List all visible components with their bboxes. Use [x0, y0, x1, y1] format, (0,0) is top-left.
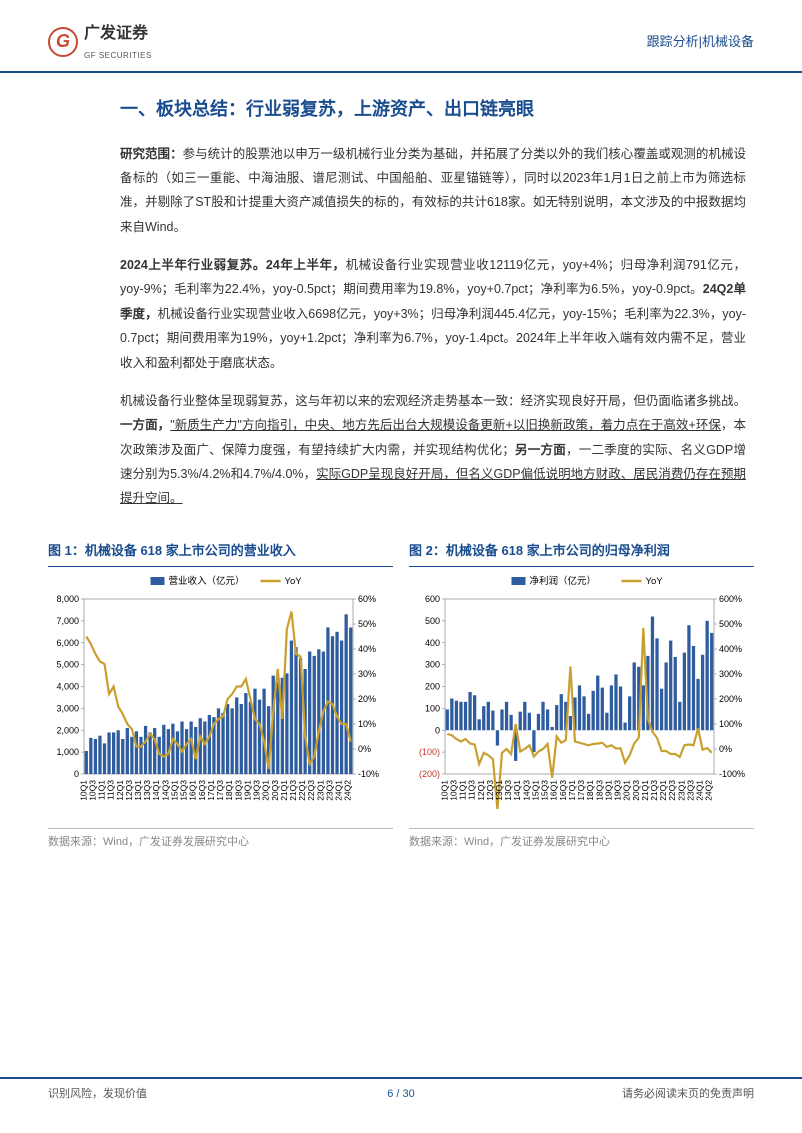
svg-text:-10%: -10% [358, 769, 379, 779]
logo-en: GF SECURITIES [84, 49, 152, 63]
svg-text:3,000: 3,000 [56, 704, 79, 714]
svg-text:600%: 600% [719, 594, 742, 604]
chart-1-canvas: 营业收入（亿元） YoY 0 1,000 2,000 3,000 4,000 5,000 6,0… [48, 571, 393, 826]
svg-text:300%: 300% [719, 669, 742, 679]
para-macro-side1-u: "新质生产力"方向指引，中央、地方先后出台大规模设备更新+以旧换新政策，着力点在… [170, 418, 721, 432]
svg-text:-100%: -100% [719, 769, 745, 779]
chart-2: 图 2：机械设备 618 家上市公司的归母净利润 净利润（亿元） YoY (200)… [409, 539, 754, 853]
svg-text:YoY: YoY [646, 576, 664, 587]
content-body: 一、板块总结：行业弱复苏，上游资产、出口链亮眼 研究范围：参与统计的股票池以申万… [0, 73, 802, 535]
footer-right: 请务必阅读末页的免责声明 [622, 1085, 754, 1105]
svg-text:10%: 10% [358, 719, 376, 729]
svg-text:24Q2: 24Q2 [704, 780, 714, 801]
logo-icon: G [48, 27, 78, 57]
para-2024-label: 2024上半年行业弱复苏。24年上半年， [120, 258, 346, 272]
svg-text:600: 600 [425, 594, 440, 604]
svg-text:0: 0 [74, 769, 79, 779]
svg-text:30%: 30% [358, 669, 376, 679]
svg-text:40%: 40% [358, 644, 376, 654]
svg-text:7,000: 7,000 [56, 616, 79, 626]
svg-text:20%: 20% [358, 694, 376, 704]
svg-text:8,000: 8,000 [56, 594, 79, 604]
svg-text:60%: 60% [358, 594, 376, 604]
page-footer: 识别风险，发现价值 6 / 30 请务必阅读末页的免责声明 [0, 1077, 802, 1105]
svg-text:5,000: 5,000 [56, 660, 79, 670]
charts-row: 图 1：机械设备 618 家上市公司的营业收入 营业收入（亿元） YoY 0 1,00… [0, 535, 802, 853]
logo: G 广发证券 GF SECURITIES [48, 20, 152, 63]
footer-page: 6 / 30 [387, 1085, 415, 1105]
para-2024-body-b: 机械设备行业实现营业收入6698亿元，yoy+3%；归母净利润445.4亿元，y… [120, 307, 746, 370]
svg-text:YoY: YoY [285, 576, 303, 587]
svg-text:100%: 100% [719, 719, 742, 729]
chart-2-canvas: 净利润（亿元） YoY (200) (100) 0 100 200 300 400 500 600 -… [409, 571, 754, 826]
svg-text:400: 400 [425, 638, 440, 648]
svg-text:100: 100 [425, 704, 440, 714]
chart-1-title: 图 1：机械设备 618 家上市公司的营业收入 [48, 539, 393, 567]
svg-text:0: 0 [435, 725, 440, 735]
svg-text:200%: 200% [719, 694, 742, 704]
para-macro-a: 机械设备行业整体呈现弱复苏，这与年初以来的宏观经济走势基本一致：经济实现良好开局… [120, 394, 746, 408]
svg-text:24Q2: 24Q2 [343, 780, 353, 801]
para-macro-side1-label: 一方面， [120, 418, 170, 432]
para-macro-side2-label: 另一方面 [515, 443, 566, 457]
section-title: 一、板块总结：行业弱复苏，上游资产、出口链亮眼 [120, 93, 746, 125]
svg-text:(100): (100) [419, 747, 440, 757]
logo-cn: 广发证券 [84, 20, 152, 49]
chart-1-source: 数据来源：Wind，广发证券发展研究中心 [48, 828, 393, 853]
para-scope: 研究范围：参与统计的股票池以申万一级机械行业分类为基础，并拓展了分类以外的我们核… [120, 142, 746, 240]
svg-text:400%: 400% [719, 644, 742, 654]
svg-text:500%: 500% [719, 619, 742, 629]
para-scope-label: 研究范围： [120, 147, 183, 161]
footer-left: 识别风险，发现价值 [48, 1085, 147, 1105]
para-macro: 机械设备行业整体呈现弱复苏，这与年初以来的宏观经济走势基本一致：经济实现良好开局… [120, 389, 746, 511]
chart-2-title: 图 2：机械设备 618 家上市公司的归母净利润 [409, 539, 754, 567]
chart-1: 图 1：机械设备 618 家上市公司的营业收入 营业收入（亿元） YoY 0 1,00… [48, 539, 393, 853]
svg-text:6,000: 6,000 [56, 638, 79, 648]
svg-text:(200): (200) [419, 769, 440, 779]
svg-text:净利润（亿元）: 净利润（亿元） [530, 575, 597, 587]
para-scope-body: 参与统计的股票池以申万一级机械行业分类为基础，并拓展了分类以外的我们核心覆盖或观… [120, 147, 746, 234]
para-h1-2024: 2024上半年行业弱复苏。24年上半年，机械设备行业实现营业收12119亿元，y… [120, 253, 746, 375]
svg-text:营业收入（亿元）: 营业收入（亿元） [169, 575, 245, 587]
svg-text:0%: 0% [719, 744, 732, 754]
chart-2-source: 数据来源：Wind，广发证券发展研究中心 [409, 828, 754, 853]
svg-text:500: 500 [425, 616, 440, 626]
header-category: 跟踪分析|机械设备 [647, 30, 754, 53]
svg-text:2,000: 2,000 [56, 725, 79, 735]
svg-text:50%: 50% [358, 619, 376, 629]
svg-text:4,000: 4,000 [56, 682, 79, 692]
page-header: G 广发证券 GF SECURITIES 跟踪分析|机械设备 [0, 0, 802, 73]
svg-text:300: 300 [425, 660, 440, 670]
svg-text:1,000: 1,000 [56, 747, 79, 757]
svg-text:0%: 0% [358, 744, 371, 754]
svg-text:200: 200 [425, 682, 440, 692]
